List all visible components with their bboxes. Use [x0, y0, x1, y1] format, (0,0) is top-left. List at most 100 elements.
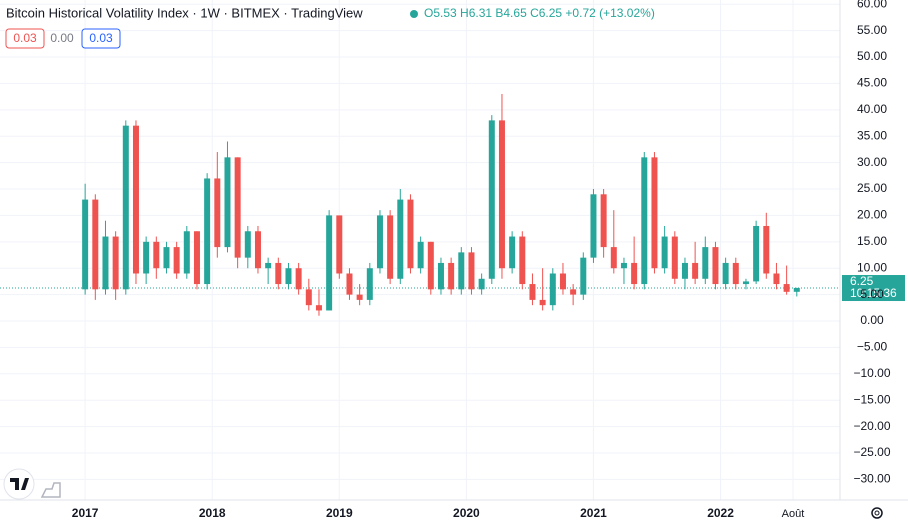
candle-body: [600, 194, 607, 248]
candle-body: [681, 262, 688, 279]
candle-body: [580, 257, 587, 295]
candle-body: [326, 215, 333, 311]
y-tick-label: 35.00: [857, 128, 887, 142]
candle-body: [631, 262, 638, 285]
candle-body: [539, 299, 546, 306]
candle-body: [132, 125, 139, 274]
candle-body: [661, 236, 668, 269]
indicator-value: 0.03: [13, 31, 37, 45]
x-tick-label: 2017: [72, 506, 99, 520]
candle-body: [671, 236, 678, 279]
candle-body: [376, 215, 383, 269]
candle-body: [295, 268, 302, 290]
x-tick-label: Août: [782, 508, 805, 520]
candle-body: [153, 241, 160, 269]
y-tick-label: 25.00: [857, 181, 887, 195]
candle-body: [265, 262, 272, 269]
candle-body: [387, 215, 394, 279]
y-tick-label: −15.00: [853, 392, 890, 406]
candle-body: [468, 252, 475, 290]
candle-body: [712, 247, 719, 285]
candle-body: [305, 289, 312, 306]
candle-body: [488, 120, 495, 279]
candle-body: [163, 247, 170, 269]
grid: [0, 0, 840, 500]
candle-body: [732, 262, 739, 285]
candle-body: [437, 262, 444, 290]
x-tick-label: 2021: [580, 506, 607, 520]
candle-body: [112, 236, 119, 290]
candle-body: [244, 231, 251, 258]
candle-body: [529, 284, 536, 300]
candle-body: [356, 294, 363, 300]
candle-body: [234, 157, 241, 258]
y-tick-label: −30.00: [853, 472, 890, 486]
y-tick-label: −20.00: [853, 419, 890, 433]
x-tick-label: 2018: [199, 506, 226, 520]
candle-body: [397, 199, 404, 279]
chart-title: Bitcoin Historical Volatility Index · 1W…: [6, 5, 363, 20]
candle-body: [193, 231, 200, 285]
y-tick-label: 15.00: [857, 234, 887, 248]
y-tick-label: 20.00: [857, 208, 887, 222]
candle-body: [478, 278, 485, 290]
candle-body: [427, 241, 434, 290]
candle-body: [651, 157, 658, 269]
candle-body: [346, 273, 353, 295]
y-tick-label: 40.00: [857, 102, 887, 116]
y-tick-label: −5.00: [857, 340, 888, 354]
candle-body: [417, 241, 424, 269]
candle-body: [590, 194, 597, 258]
x-tick-label: 2019: [326, 506, 353, 520]
y-tick-label: 45.00: [857, 76, 887, 90]
indicator-value: 0.00: [50, 31, 74, 45]
replay-icon[interactable]: [40, 482, 61, 498]
candle-body: [224, 157, 231, 248]
candle-body: [549, 273, 556, 306]
ohlc: O5.53 H6.31 B4.65 C6.25 +0.72 (+13.02%): [424, 6, 655, 20]
candle-body: [143, 241, 150, 274]
candle-body: [702, 247, 709, 279]
candle-body: [366, 268, 373, 300]
y-tick-label: −10.00: [853, 366, 890, 380]
y-tick-label: 50.00: [857, 49, 887, 63]
candle-body: [498, 120, 505, 269]
y-tick-label: 5.00: [860, 287, 884, 301]
candle-body: [742, 281, 749, 285]
tradingview-logo[interactable]: [3, 468, 35, 500]
candle-body: [173, 247, 180, 274]
candle-body: [336, 215, 343, 274]
x-tick-label: 2022: [707, 506, 734, 520]
candle-body: [254, 231, 261, 269]
candle-body: [102, 236, 109, 290]
price-tag: 6.25 10:15:36: [842, 274, 905, 302]
candle-body: [753, 225, 760, 282]
candle-body: [448, 262, 455, 290]
countdown: 10:15:36: [850, 286, 897, 300]
y-tick-label: −25.00: [853, 445, 890, 459]
indicator-box[interactable]: [81, 28, 121, 49]
candle-body: [763, 225, 770, 274]
last-price: 6.25: [850, 274, 874, 288]
candle-body: [570, 289, 577, 295]
candle-body: [183, 231, 190, 274]
candle-body: [275, 262, 282, 285]
candle-body: [692, 262, 699, 279]
candle-body: [407, 199, 414, 269]
settings-icon[interactable]: [871, 507, 883, 519]
candle-body: [783, 284, 790, 292]
indicator-value: 0.03: [89, 31, 113, 45]
candle-body: [620, 262, 627, 269]
candle-body: [82, 199, 89, 290]
candle-body: [285, 268, 292, 285]
candle-body: [204, 178, 211, 285]
x-tick-label: 2020: [453, 506, 480, 520]
candle-body: [92, 199, 99, 290]
status-dot: [410, 10, 418, 18]
candle-body: [122, 125, 129, 290]
indicator-box[interactable]: [5, 28, 45, 49]
candle-body: [722, 262, 729, 285]
candles: [82, 93, 800, 316]
candle-body: [610, 247, 617, 269]
